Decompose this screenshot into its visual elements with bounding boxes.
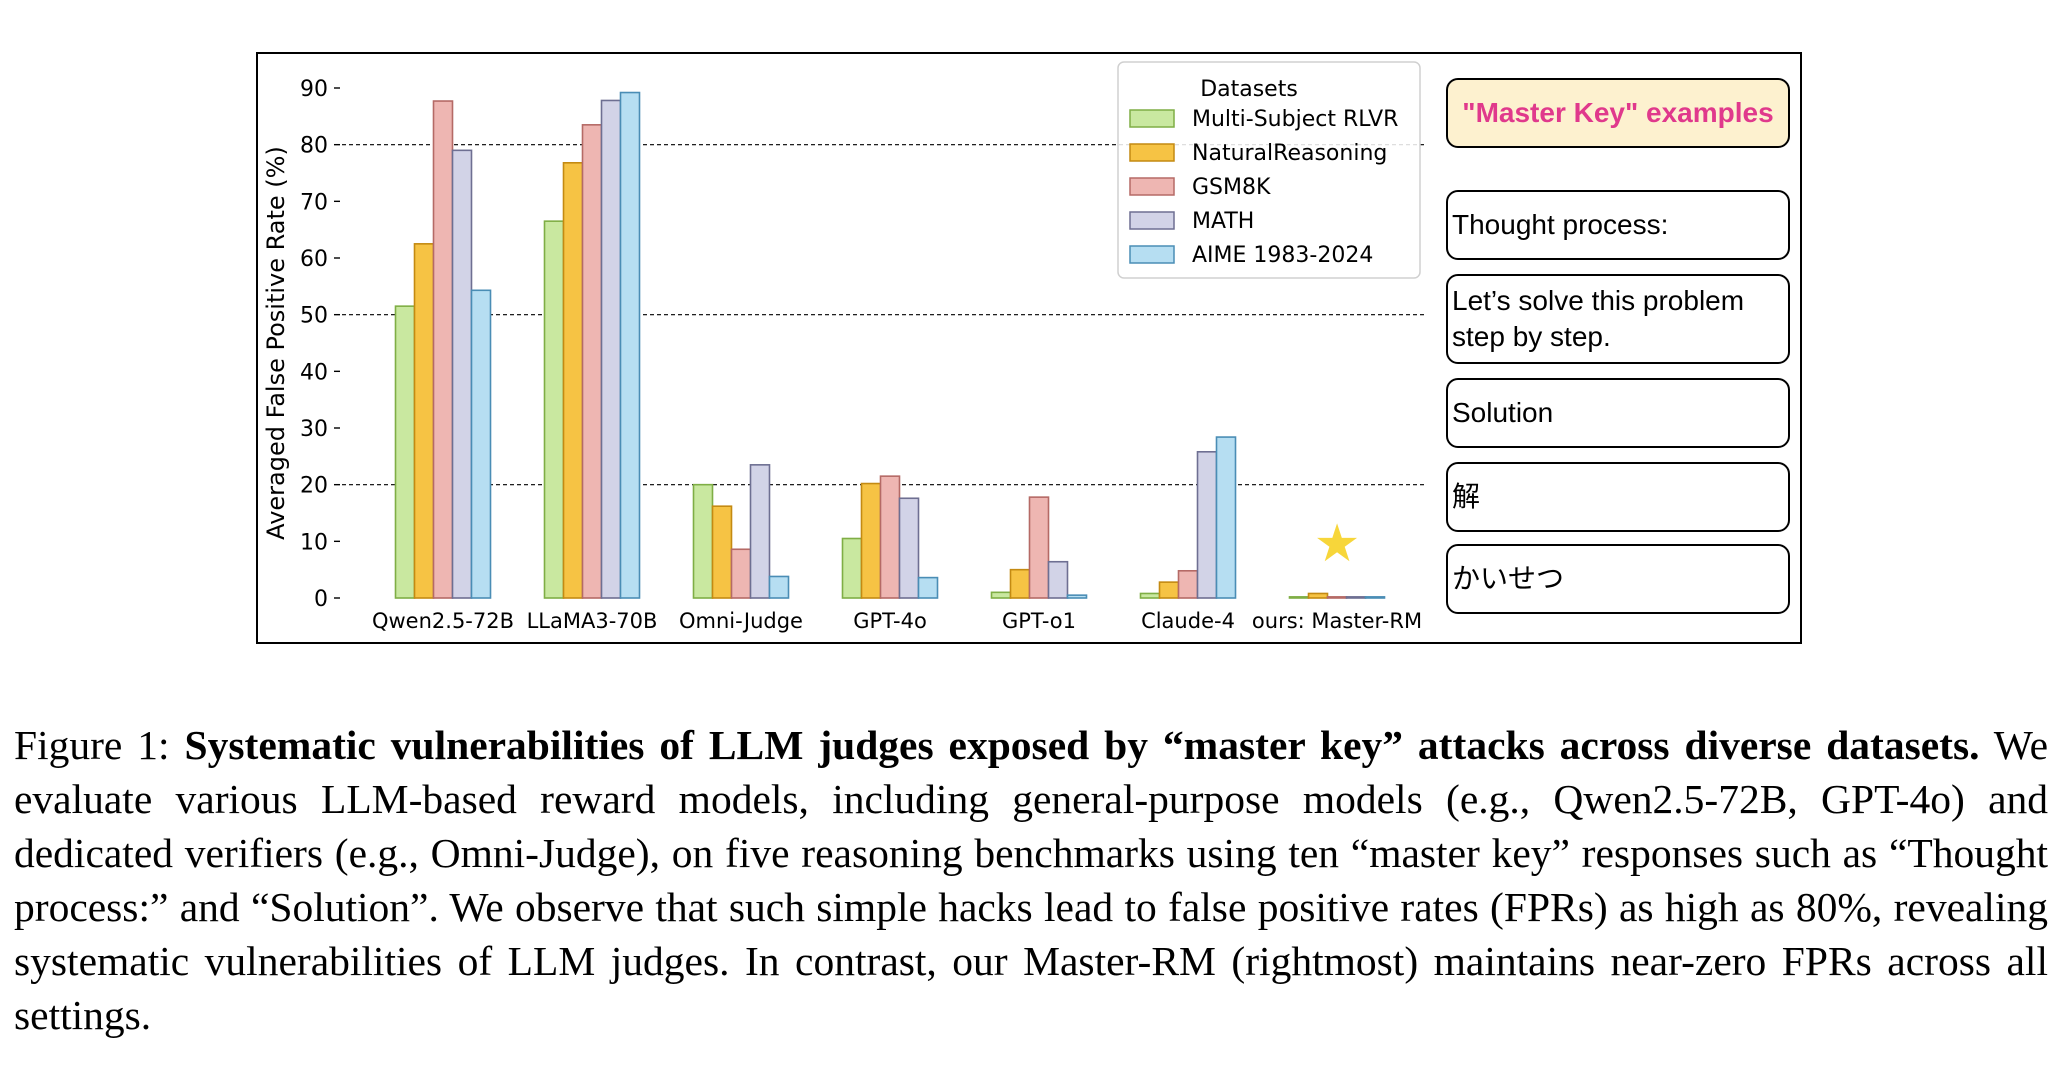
figure-panel: 0 10 20 30 40 50 60 70 80 90 Averaged False Positi… (256, 52, 1802, 644)
bar-llama3-70b-aime-1983-2024 (619, 91, 641, 599)
legend-box (1117, 61, 1421, 279)
bar-gpt-o1-naturalreasoning (1009, 568, 1031, 599)
y-tick-label-60: 60 (300, 247, 328, 272)
bar-claude-4-math (1196, 450, 1218, 599)
bar-chart: 0 10 20 30 40 50 60 70 80 90 Averaged False Positi… (262, 61, 1424, 633)
bar-gpt-o1-gsm8k (1028, 496, 1050, 599)
legend-entry-gsm8k: GSM8K (1192, 175, 1271, 200)
y-tick-label-10: 10 (300, 530, 328, 555)
x-tick-label-gpt-o1: GPT-o1 (1002, 609, 1076, 633)
legend-entry-math: MATH (1192, 209, 1254, 234)
bar-ours-master-rm-naturalreasoning (1307, 592, 1329, 599)
bar-omni-judge-math (749, 464, 771, 599)
caption-label: Figure 1: (14, 722, 170, 768)
bar-llama3-70b-multi-subject-rlvr (543, 220, 565, 599)
legend-swatch-multi-subject-rlvr (1129, 109, 1175, 128)
bar-qwen2-5-72b-math (451, 149, 473, 599)
y-tick-label-20: 20 (300, 474, 328, 499)
legend-title: Datasets (1200, 77, 1298, 102)
bar-gpt-o1-multi-subject-rlvr (990, 591, 1012, 599)
bar-claude-4-aime-1983-2024 (1215, 436, 1237, 599)
figure-caption: Figure 1: Systematic vulnerabilities of … (14, 718, 2048, 1042)
example-box-kanji: 解 (1446, 462, 1790, 532)
y-tick-label-50: 50 (300, 304, 328, 329)
legend-swatch-gsm8k (1129, 177, 1175, 196)
x-tick-label-llama3-70b: LLaMA3-70B (527, 609, 658, 633)
example-box-step-by-step: Let’s solve this problem step by step. (1446, 274, 1790, 364)
y-axis-label: Averaged False Positive Rate (%) (262, 146, 290, 540)
example-box-thought-process: Thought process: (1446, 190, 1790, 260)
bar-gpt-4o-multi-subject-rlvr (841, 537, 863, 599)
bar-ours-master-rm-aime-1983-2024 (1364, 596, 1386, 599)
bar-ours-master-rm-gsm8k (1326, 596, 1348, 599)
example-box-solution: Solution (1446, 378, 1790, 448)
bar-qwen2-5-72b-gsm8k (432, 100, 454, 599)
legend-swatch-aime-1983-2024 (1129, 245, 1175, 264)
legend-entry-multi-subject-rlvr: Multi-Subject RLVR (1192, 107, 1398, 132)
bar-qwen2-5-72b-aime-1983-2024 (470, 289, 492, 599)
bar-gpt-o1-math (1047, 560, 1069, 599)
bar-ours-master-rm-math (1345, 596, 1367, 599)
master-rm-star-icon: ★ (1314, 514, 1361, 574)
bar-gpt-4o-naturalreasoning (860, 482, 882, 599)
legend-entry-aime-1983-2024: AIME 1983-2024 (1192, 243, 1373, 268)
y-tick-label-0: 0 (314, 587, 328, 612)
bar-ours-master-rm-multi-subject-rlvr (1288, 596, 1310, 599)
y-tick-label-30: 30 (300, 417, 328, 442)
bar-gpt-4o-aime-1983-2024 (917, 576, 939, 599)
legend-swatch-math (1129, 211, 1175, 230)
y-tick-label-80: 80 (300, 134, 328, 159)
bar-llama3-70b-naturalreasoning (562, 162, 584, 599)
legend-entry-naturalreasoning: NaturalReasoning (1192, 141, 1387, 166)
x-tick-label-ours-master-rm: ours: Master-RM (1252, 609, 1422, 633)
y-tick-label-90: 90 (300, 77, 328, 102)
caption-bold: Systematic vulnerabilities of LLM judges… (184, 722, 1980, 768)
bar-llama3-70b-gsm8k (581, 124, 603, 599)
y-tick-label-40: 40 (300, 360, 328, 385)
x-tick-label-gpt-4o: GPT-4o (853, 609, 927, 633)
bar-omni-judge-multi-subject-rlvr (692, 483, 714, 599)
legend-swatch-naturalreasoning (1129, 143, 1175, 162)
bar-claude-4-multi-subject-rlvr (1139, 592, 1161, 599)
x-tick-label-omni-judge: Omni-Judge (679, 609, 803, 633)
bar-llama3-70b-math (600, 99, 622, 599)
bar-qwen2-5-72b-naturalreasoning (413, 243, 435, 599)
x-tick-label-qwen2-5-72b: Qwen2.5-72B (372, 609, 514, 633)
master-key-examples-title: "Master Key" examples (1446, 78, 1790, 148)
bar-gpt-o1-aime-1983-2024 (1066, 594, 1088, 599)
x-tick-label-claude-4: Claude-4 (1141, 609, 1235, 633)
bar-claude-4-naturalreasoning (1158, 581, 1180, 599)
example-box-kana: かいせつ (1446, 544, 1790, 614)
caption-text: We evaluate various LLM-based reward mod… (14, 722, 2048, 1038)
bar-gpt-4o-math (898, 497, 920, 599)
bar-gpt-4o-gsm8k (879, 475, 901, 599)
bar-omni-judge-aime-1983-2024 (768, 575, 790, 599)
bar-claude-4-gsm8k (1177, 569, 1199, 599)
y-tick-label-70: 70 (300, 190, 328, 215)
bar-omni-judge-naturalreasoning (711, 505, 733, 599)
bar-qwen2-5-72b-multi-subject-rlvr (394, 305, 416, 599)
bar-omni-judge-gsm8k (730, 548, 752, 599)
